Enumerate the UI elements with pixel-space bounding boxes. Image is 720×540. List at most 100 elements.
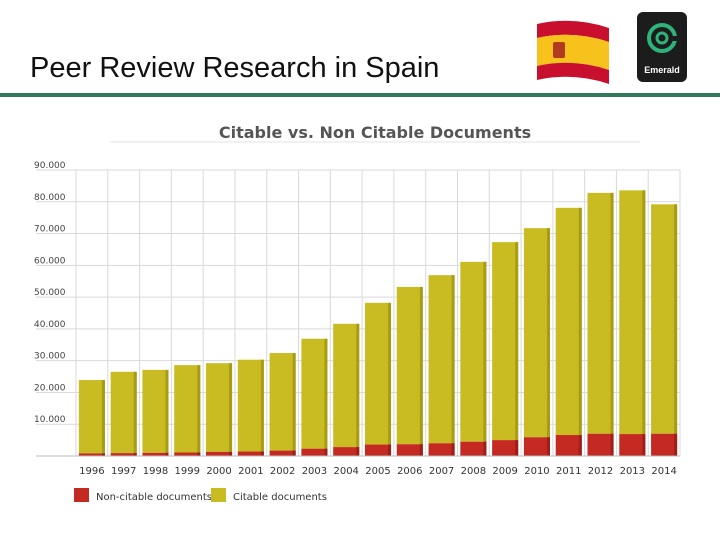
bar-citable-shade-2010	[546, 228, 550, 438]
bar-non-citable-2008	[460, 441, 487, 456]
bar-citable-shade-1996	[101, 380, 105, 454]
bar-non-citable-shade-1998	[165, 452, 169, 456]
bar-citable-shade-2014	[674, 204, 678, 434]
bar-citable-shade-2003	[324, 338, 328, 449]
bar-non-citable-shade-2003	[324, 448, 328, 456]
slide-title: Peer Review Research in Spain	[30, 52, 440, 84]
bar-citable-shade-2000	[229, 363, 233, 452]
bar-non-citable-shade-2005	[388, 444, 392, 456]
legend-swatch-non-citable	[74, 488, 89, 502]
bar-non-citable-shade-2004	[356, 447, 360, 456]
bar-citable-2012	[587, 192, 614, 434]
emerald-logo-icon	[647, 23, 678, 53]
x-tick-label: 2003	[302, 466, 327, 477]
y-tick-label: 10.000	[34, 415, 66, 425]
bar-non-citable-shade-1996	[101, 453, 105, 456]
y-tick-label: 30.000	[34, 352, 66, 362]
bar-non-citable-1998	[142, 452, 169, 456]
bar-non-citable-2010	[523, 437, 550, 456]
bar-citable-shade-1999	[197, 365, 201, 453]
bar-citable-shade-2002	[292, 353, 296, 451]
bar-citable-1996	[78, 380, 105, 454]
bar-non-citable-1996	[78, 453, 105, 456]
x-tick-label: 2004	[333, 466, 358, 477]
bar-non-citable-2004	[333, 447, 360, 456]
bar-non-citable-2001	[237, 451, 264, 456]
logo-text: Emerald	[644, 65, 680, 75]
legend-label-non-citable: Non-citable documents	[96, 492, 212, 503]
x-tick-label: 1998	[143, 466, 168, 477]
bar-non-citable-shade-2012	[610, 433, 614, 456]
x-tick-label: 2008	[461, 466, 486, 477]
bar-citable-2002	[269, 353, 296, 451]
bar-citable-2009	[492, 242, 519, 441]
bar-citable-2007	[428, 275, 455, 444]
x-tick-label: 2012	[588, 466, 613, 477]
bar-citable-2004	[333, 323, 360, 448]
bar-non-citable-2009	[492, 440, 519, 456]
chart-citable-vs-non-citable: Citable vs. Non Citable Documents 10.000…	[34, 123, 681, 503]
bar-non-citable-shade-2007	[451, 443, 455, 456]
x-tick-label: 2013	[620, 466, 645, 477]
y-tick-label: 20.000	[34, 383, 66, 393]
bar-non-citable-shade-2001	[260, 451, 264, 456]
legend-swatch-citable	[211, 488, 226, 502]
x-tick-label: 2000	[206, 466, 231, 477]
bar-non-citable-2000	[206, 451, 233, 456]
bar-non-citable-shade-2008	[483, 441, 487, 456]
bar-citable-1998	[142, 369, 169, 453]
bar-non-citable-2012	[587, 433, 614, 456]
bar-citable-2010	[523, 228, 550, 438]
bar-non-citable-shade-2009	[515, 440, 519, 456]
bar-citable-2008	[460, 261, 487, 442]
bar-citable-2013	[619, 190, 646, 435]
bar-non-citable-2013	[619, 434, 646, 456]
bar-citable-shade-2013	[642, 190, 646, 435]
x-tick-label: 2011	[556, 466, 581, 477]
bar-non-citable-2002	[269, 450, 296, 456]
bar-citable-2003	[301, 338, 328, 449]
x-tick-label: 2002	[270, 466, 295, 477]
bar-citable-shade-2007	[451, 275, 455, 444]
bar-citable-1997	[110, 371, 137, 454]
x-tick-label: 2010	[524, 466, 549, 477]
bar-non-citable-2005	[364, 444, 392, 456]
x-tick-label: 2009	[492, 466, 517, 477]
emerald-logo: Emerald	[637, 12, 687, 82]
bar-citable-shade-2001	[260, 359, 264, 452]
bar-non-citable-shade-2006	[419, 444, 423, 456]
bar-citable-shade-2008	[483, 261, 487, 442]
y-tick-label: 60.000	[34, 256, 66, 266]
x-tick-label: 1999	[175, 466, 200, 477]
bar-non-citable-shade-1997	[133, 453, 137, 456]
bar-non-citable-shade-2013	[642, 434, 646, 456]
bar-non-citable-2007	[428, 443, 455, 456]
bar-citable-2011	[555, 207, 582, 436]
bar-citable-shade-2011	[578, 207, 582, 436]
bar-citable-shade-2009	[515, 242, 519, 441]
x-tick-label: 1996	[79, 466, 104, 477]
bar-citable-shade-2004	[356, 323, 360, 448]
bar-citable-shade-1998	[165, 369, 169, 453]
flag-coat-of-arms	[553, 42, 565, 58]
x-tick-label: 2001	[238, 466, 263, 477]
flag-red-bottom	[537, 62, 609, 84]
bar-non-citable-shade-2010	[546, 437, 550, 456]
bar-non-citable-1997	[110, 453, 137, 456]
bar-non-citable-1999	[174, 452, 201, 456]
bar-citable-2001	[237, 359, 264, 452]
bar-non-citable-shade-2002	[292, 450, 296, 456]
bar-non-citable-2006	[396, 444, 423, 456]
bar-citable-2014	[651, 204, 678, 434]
bar-citable-2006	[396, 286, 423, 445]
y-tick-label: 80.000	[34, 193, 66, 203]
legend-label-citable: Citable documents	[233, 492, 327, 503]
x-tick-label: 2014	[651, 466, 676, 477]
bar-non-citable-shade-1999	[197, 452, 201, 456]
bar-non-citable-2011	[555, 435, 582, 456]
bar-citable-shade-2012	[610, 192, 614, 434]
chart-title: Citable vs. Non Citable Documents	[219, 123, 531, 142]
bar-citable-shade-1997	[133, 371, 137, 454]
bar-citable-1999	[174, 365, 201, 453]
bar-citable-shade-2005	[388, 302, 392, 445]
